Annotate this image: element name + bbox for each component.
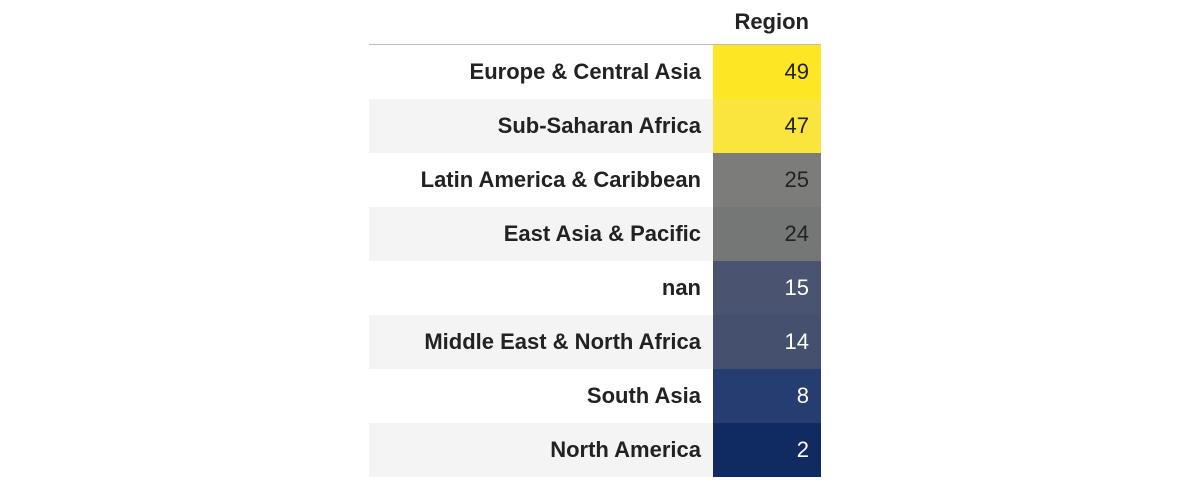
styled-table-container: Region Europe & Central Asia 49 Sub-Sahara… (369, 0, 821, 477)
value-cell: 14 (713, 314, 821, 369)
row-label: North America (369, 422, 713, 477)
value-cell: 47 (713, 98, 821, 153)
table-row: South Asia 8 (369, 368, 821, 423)
value-cell: 49 (713, 44, 821, 99)
header-row: Region (369, 0, 821, 45)
value-cell: 24 (713, 206, 821, 261)
row-label: South Asia (369, 368, 713, 423)
table-row: Middle East & North Africa 14 (369, 314, 821, 369)
row-label: nan (369, 260, 713, 315)
table-body: Europe & Central Asia 49 Sub-Saharan Afric… (369, 44, 821, 477)
table-row: Latin America & Caribbean 25 (369, 152, 821, 207)
value-cell: 2 (713, 422, 821, 477)
value-cell: 25 (713, 152, 821, 207)
row-label: Sub-Saharan Africa (369, 98, 713, 153)
row-label: East Asia & Pacific (369, 206, 713, 261)
region-count-table: Region Europe & Central Asia 49 Sub-Sahara… (369, 0, 821, 477)
table-row: Sub-Saharan Africa 47 (369, 98, 821, 153)
value-cell: 8 (713, 368, 821, 423)
table-row: East Asia & Pacific 24 (369, 206, 821, 261)
index-header (369, 0, 713, 45)
row-label: Europe & Central Asia (369, 44, 713, 99)
row-label: Middle East & North Africa (369, 314, 713, 369)
table-row: Europe & Central Asia 49 (369, 44, 821, 99)
table-row: nan 15 (369, 260, 821, 315)
value-cell: 15 (713, 260, 821, 315)
table-row: North America 2 (369, 422, 821, 477)
row-label: Latin America & Caribbean (369, 152, 713, 207)
column-header-region: Region (713, 0, 821, 45)
